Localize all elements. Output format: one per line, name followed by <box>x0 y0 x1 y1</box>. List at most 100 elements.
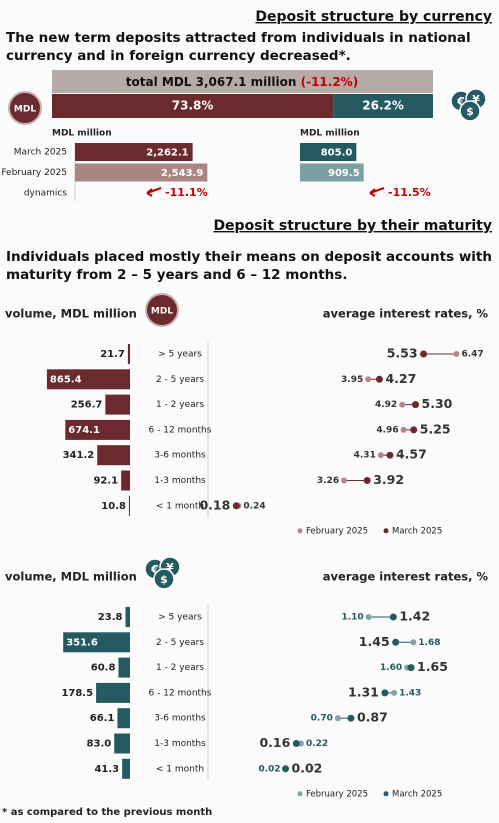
currency-value: 909.5 <box>328 168 360 179</box>
rate-february: 0.70 <box>311 714 333 724</box>
rate-march: 0.02 <box>292 760 323 775</box>
share-label: 73.8% <box>172 99 214 113</box>
fx-symbol: € <box>150 563 159 576</box>
category-label: 1 - 2 years <box>156 663 204 673</box>
rate-dot-march <box>381 689 389 697</box>
rate-february: 3.95 <box>341 375 363 385</box>
total-label: total MDL 3,067.1 million (-11.2%) <box>126 75 358 89</box>
currency-bar <box>75 143 193 161</box>
rate-february: 1.60 <box>380 663 402 673</box>
share-label: 26.2% <box>362 99 404 113</box>
category-label: > 5 years <box>158 613 202 623</box>
legend-dot <box>383 528 389 534</box>
total-bar <box>52 70 433 93</box>
row-label: dynamics <box>24 189 67 199</box>
category-label: < 1 month <box>156 764 204 774</box>
rate-dot-march <box>232 502 240 510</box>
down-arrow <box>369 187 385 197</box>
maturity-text: Individuals placed mostly their means on… <box>6 249 492 283</box>
rate-march: 0.87 <box>357 710 388 725</box>
category-label: 1 - 2 years <box>156 400 204 410</box>
rate-dot-february <box>400 426 407 433</box>
fx-symbol: ¥ <box>166 561 174 574</box>
rate-march: 1.42 <box>399 609 430 624</box>
volume-value: 23.8 <box>98 612 123 623</box>
volume-bar <box>97 445 130 466</box>
volume-bar <box>122 758 130 779</box>
category-label: 1-3 months <box>154 476 206 486</box>
volume-value: 92.1 <box>93 476 118 487</box>
category-label: 3-6 months <box>154 714 206 724</box>
volume-bar <box>117 708 130 729</box>
rate-dot-march <box>412 401 419 409</box>
category-label: 2 - 5 years <box>156 638 204 648</box>
row-label: February 2025 <box>1 168 67 178</box>
rate-dot-february <box>365 376 372 383</box>
rate-dot-march <box>375 375 383 383</box>
volume-bar <box>121 470 130 491</box>
fx-symbol: ¥ <box>472 93 480 106</box>
volume-bar <box>127 344 130 364</box>
rate-march: 5.30 <box>422 396 453 411</box>
currency-value: 805.0 <box>321 148 353 159</box>
rate-february: 4.31 <box>354 451 376 461</box>
share-bar <box>333 94 433 118</box>
category-label: 6 - 12 months <box>149 688 212 698</box>
volume-bar <box>118 657 130 678</box>
legend-dot <box>297 528 303 534</box>
volume-value: 21.7 <box>100 349 125 360</box>
row-label: March 2025 <box>14 148 67 158</box>
subtitle: The new term deposits attracted from ind… <box>6 30 471 64</box>
mdl-badge <box>8 91 42 125</box>
rate-dot-march <box>407 664 415 672</box>
category-label: 2 - 5 years <box>156 375 204 385</box>
legend-label: February 2025 <box>306 789 368 799</box>
volume-bar <box>46 369 130 390</box>
rate-dot-february <box>341 477 348 484</box>
volume-value: 10.8 <box>101 501 126 512</box>
category-label: 1-3 months <box>154 739 206 749</box>
dynamics: -11.5% <box>388 186 431 199</box>
rate-march: 0.16 <box>259 735 290 750</box>
volume-bar <box>125 607 130 627</box>
rate-dot-march <box>282 765 290 773</box>
category-label: < 1 month <box>156 501 204 511</box>
rate-february: 0.24 <box>243 501 265 511</box>
footnote: * as compared to the previous month <box>2 807 212 818</box>
unit-label: MDL million <box>52 129 112 139</box>
rate-february: 1.68 <box>418 638 440 648</box>
section-title: Deposit structure by currency <box>255 9 492 25</box>
rate-dot-february <box>334 715 341 722</box>
mdl-badge-text: MDL <box>151 307 173 317</box>
volume-value: 178.5 <box>61 688 93 699</box>
mdl-badge-text: MDL <box>14 105 36 115</box>
section-title: Deposit structure by their maturity <box>213 218 492 234</box>
rate-dot-february <box>453 351 460 357</box>
legend-dot <box>297 791 303 797</box>
fx-coin <box>459 100 481 122</box>
rate-march: 0.18 <box>199 497 230 512</box>
rate-march: 5.25 <box>420 421 451 436</box>
rate-dot-february <box>365 614 372 620</box>
volume-value: 865.4 <box>50 374 82 385</box>
category-label: 6 - 12 months <box>149 425 212 435</box>
mdl-badge <box>145 293 179 327</box>
rate-march: 1.65 <box>417 659 448 674</box>
rate-dot-march <box>292 740 300 747</box>
currency-value: 2,543.9 <box>161 168 203 179</box>
rate-dot-february <box>399 401 406 408</box>
currency-value: 2,262.1 <box>146 148 188 159</box>
rate-dot-march <box>347 714 355 722</box>
volume-bar <box>96 682 130 703</box>
currency-bar <box>300 143 357 161</box>
rate-march: 3.92 <box>373 472 404 487</box>
rate-dot-march <box>389 613 397 621</box>
volume-value: 674.1 <box>68 425 100 436</box>
rate-february: 4.92 <box>375 400 397 410</box>
legend-label: March 2025 <box>392 526 442 536</box>
rate-february: 6.47 <box>461 350 483 360</box>
currency-bar <box>75 163 208 182</box>
down-arrow <box>146 187 162 197</box>
